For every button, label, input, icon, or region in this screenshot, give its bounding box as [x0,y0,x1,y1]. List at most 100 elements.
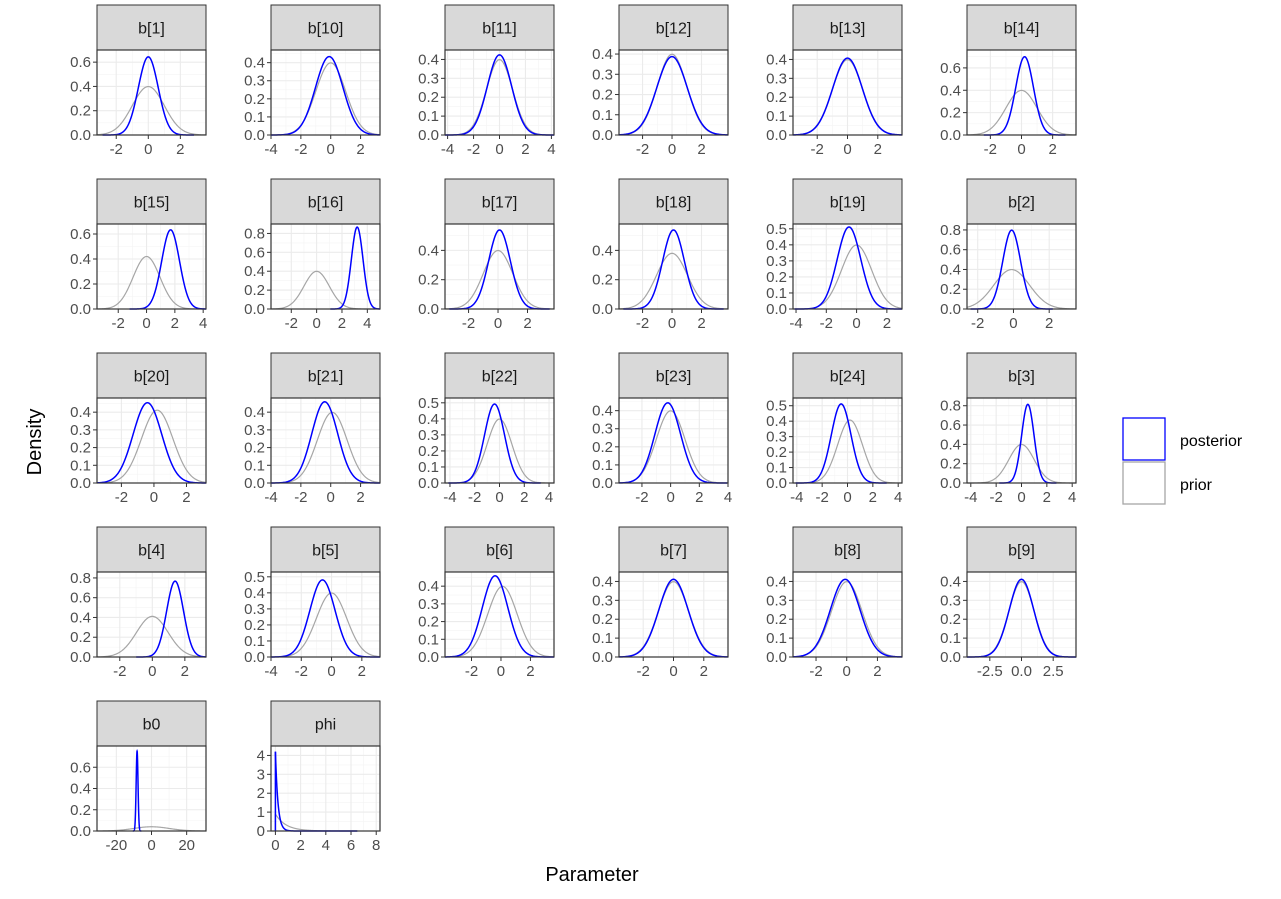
x-tick-label-b3: -2 [989,489,1002,506]
y-tick-label-b5: 0.0 [244,649,265,666]
strip-b20 [96,352,207,399]
panel-border-b4 [96,571,207,658]
strip-b19 [792,178,903,225]
x-tick-label-b6: -2 [465,663,478,680]
panel-b17: b[17] -2 0 2 0.0 0.2 0.4 [418,178,555,332]
y-tick-label-b19: 0.4 [766,237,787,254]
y-tick-label-b11: 0.1 [418,108,439,125]
strip-label-b24: b[24] [830,369,866,386]
y-tick-label-b17: 0.0 [418,301,439,318]
x-tick-label-b19: -4 [789,315,802,332]
y-tick-label-b12: 0.1 [592,107,613,124]
y-tick-label-b23: 0.4 [592,403,613,420]
x-tick-label-b21: -4 [264,489,277,506]
y-tick-label-b12: 0.4 [592,46,613,63]
y-tick-label-b8: 0.1 [766,630,787,647]
panel-border-b24 [792,397,903,484]
y-tick-label-b23: 0.0 [592,475,613,492]
panel-border-b10 [270,49,381,136]
panel-b20: b[20] -2 0 2 0.00.10.20.30.4 [70,352,207,506]
y-tick-label-b19: 0.1 [766,285,787,302]
x-tick-label-b7: -2 [637,663,650,680]
strip-label-b5: b[5] [312,543,339,560]
y-tick-label-b0: 0.6 [70,759,91,776]
panel-b4: b[4] -2 0 2 0.0 0.2 0.4 0.6 0.8 [70,526,207,680]
y-tick-label-b16: 0.6 [244,244,265,261]
y-tick-label-b5: 0.5 [244,569,265,586]
x-tick-label-phi: 4 [322,837,330,854]
x-tick-label-b16: -2 [285,315,298,332]
y-tick-label-b17: 0.4 [418,242,439,259]
x-tick-label-b19: 2 [883,315,891,332]
strip-label-b23: b[23] [656,369,692,386]
plot-bg-b10 [271,50,380,135]
facet-panels: b[1]-2 0 20.00.20.40.6b[10]-4 -2 0 20.00.10.2… [70,4,1077,854]
x-tick-label-phi: 2 [296,837,304,854]
panel-b10: b[10] -4 -2 0 2 0.00.10.20.30.4 [244,4,381,158]
x-tick-label-b11: 0 [495,141,503,158]
y-tick-label-b20: 0.0 [70,475,91,492]
plot-bg-b18 [619,224,728,309]
y-tick-label-b23: 0.1 [592,457,613,474]
x-tick-label-b14: -2 [984,141,997,158]
y-tick-label-b22: 0.5 [418,395,439,412]
posterior-density-b10 [270,55,381,136]
prior-density-b1 [96,85,207,136]
y-tick-label-b11: 0.2 [418,89,439,106]
prior-density-b6 [444,585,555,658]
strip-b1 [96,4,207,51]
y-tick-label-b24: 0.1 [766,460,787,477]
x-tick-label-b20: -2 [115,489,128,506]
y-tick-label-b12: 0.2 [592,87,613,104]
y-tick-label-b6: 0.3 [418,596,439,613]
strip-b16 [270,178,381,225]
strip-b7 [618,526,729,573]
y-tick-label-b4: 0.0 [70,649,91,666]
y-tick-label-b10: 0.3 [244,73,265,90]
panel-border-phi [270,745,381,832]
panel-border-b21 [270,397,381,484]
strip-label-b2: b[2] [1008,195,1035,212]
y-tick-label-b1: 0.0 [70,127,91,144]
posterior-density-b22 [448,403,541,484]
legend-key-posterior [1122,417,1166,461]
posterior-density-b17 [449,229,550,310]
y-tick-label-b9: 0.1 [940,630,961,647]
strip-label-b12: b[12] [656,21,692,38]
x-tick-label-b20: 0 [150,489,158,506]
y-tick-label-b17: 0.2 [418,272,439,289]
x-tick-label-b24: -2 [815,489,828,506]
posterior-density-b9 [966,578,1077,658]
x-tick-label-b16: 2 [338,315,346,332]
x-tick-label-b1: 2 [176,141,184,158]
y-tick-label-b23: 0.3 [592,421,613,438]
y-tick-label-b4: 0.4 [70,609,91,626]
posterior-density-b3 [999,403,1057,484]
strip-label-b8: b[8] [834,543,861,560]
y-tick-label-b15: 0.4 [70,251,91,268]
panel-border-b5 [270,571,381,658]
panel-border-b20 [96,397,207,484]
x-tick-label-b7: 0 [669,663,677,680]
panel-border-b13 [792,49,903,136]
y-tick-label-b4: 0.8 [70,570,91,587]
y-tick-label-b13: 0.2 [766,89,787,106]
y-tick-label-b20: 0.2 [70,440,91,457]
x-tick-label-b18: 0 [668,315,676,332]
y-tick-label-b21: 0.2 [244,440,265,457]
panel-border-b15 [96,223,207,310]
panel-b13: b[13] -2 0 2 0.0 0.1 0.2 0.3 0.4 [766,4,903,158]
y-tick-label-b14: 0.0 [940,127,961,144]
x-tick-label-b23: 0 [666,489,674,506]
panel-b22: b[22] -4 -2 0 2 4 0.00.10.20.30.40.5 [418,352,555,506]
x-tick-label-b23: 4 [724,489,732,506]
panel-b1: b[1] -2 0 2 0.0 0.2 0.4 0.6 [70,4,207,158]
x-tick-label-b16: 0 [312,315,320,332]
x-tick-label-b8: -2 [809,663,822,680]
y-tick-label-b14: 0.6 [940,60,961,77]
strip-label-b6: b[6] [486,543,513,560]
x-tick-label-b14: 0 [1017,141,1025,158]
x-tick-label-b21: 0 [327,489,335,506]
x-tick-label-b12: 0 [668,141,676,158]
x-tick-label-b19: -2 [820,315,833,332]
